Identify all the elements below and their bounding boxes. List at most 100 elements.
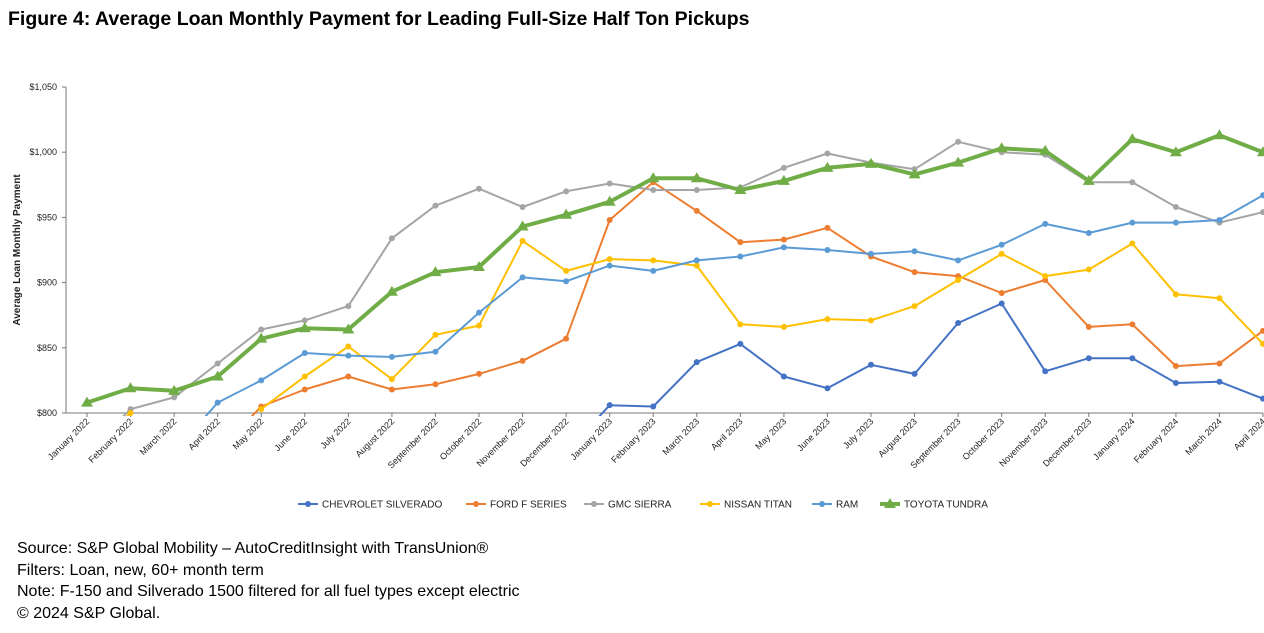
data-point — [1257, 146, 1264, 157]
x-tick-label: January 2023 — [568, 416, 614, 462]
x-tick-label: October 2023 — [960, 416, 1006, 462]
data-point — [298, 322, 311, 333]
data-point — [737, 340, 744, 347]
source-note: Source: S&P Global Mobility – AutoCredit… — [17, 540, 489, 557]
footnote: Note: F-150 and Silverado 1500 filtered … — [17, 583, 520, 600]
copyright-note: © 2024 S&P Global. — [17, 604, 161, 622]
data-point — [606, 262, 613, 269]
data-point — [693, 262, 700, 269]
data-point — [214, 399, 221, 406]
data-point — [476, 309, 482, 316]
data-point — [606, 402, 613, 409]
data-point — [693, 359, 700, 366]
legend-item: NISSAN TITAN — [700, 500, 792, 511]
x-tick-label: January 2024 — [1091, 416, 1137, 462]
data-point — [1216, 378, 1223, 385]
data-point — [432, 202, 439, 209]
data-point — [171, 394, 178, 401]
x-tick-label: April 2024 — [1232, 416, 1264, 452]
data-point — [345, 343, 352, 350]
data-point — [1085, 230, 1092, 237]
data-point — [690, 172, 703, 183]
data-point — [1172, 291, 1179, 298]
y-tick-label: $1,000 — [29, 147, 57, 157]
data-point — [388, 386, 395, 393]
series-line — [250, 181, 1264, 416]
data-point — [647, 172, 660, 183]
data-point — [1172, 219, 1179, 226]
data-point — [1042, 220, 1049, 227]
x-tick-label: February 2022 — [86, 416, 134, 464]
legend-label: FORD F SERIES — [490, 500, 567, 511]
data-point — [868, 361, 874, 368]
data-point — [955, 276, 962, 283]
series-line — [122, 140, 1264, 416]
legend-label: CHEVROLET SILVERADO — [322, 500, 442, 511]
data-point — [865, 157, 877, 168]
data-point — [780, 323, 787, 330]
data-point — [868, 317, 874, 324]
data-point — [385, 285, 398, 296]
legend-label: NISSAN TITAN — [724, 500, 792, 511]
x-tick-label: March 2024 — [1183, 416, 1224, 457]
filters-note: Filters: Loan, new, 60+ month term — [17, 561, 264, 579]
data-point — [388, 376, 395, 383]
x-tick-label: May 2023 — [753, 416, 788, 451]
series-line — [86, 133, 1264, 405]
data-point — [606, 217, 613, 224]
data-point — [432, 381, 439, 388]
legend-marker — [473, 501, 479, 507]
series-line — [204, 194, 1264, 416]
y-tick-label: $850 — [37, 343, 57, 353]
x-tick-label: June 2023 — [795, 416, 832, 453]
data-point — [301, 386, 308, 393]
data-point — [1260, 395, 1264, 402]
data-point — [255, 332, 268, 343]
series-ram — [204, 192, 1264, 416]
legend-marker — [707, 501, 713, 507]
legend-marker — [591, 501, 597, 507]
data-point — [955, 257, 962, 264]
y-tick-label: $950 — [37, 212, 57, 222]
data-point — [560, 208, 573, 219]
data-point — [519, 274, 526, 281]
data-point — [693, 257, 700, 264]
legend-item: GMC SIERRA — [584, 500, 672, 511]
data-point — [911, 269, 918, 276]
data-point — [998, 290, 1005, 297]
data-point — [955, 138, 962, 145]
data-point — [432, 331, 439, 338]
data-point — [519, 237, 526, 244]
data-point — [563, 188, 570, 195]
data-point — [824, 385, 831, 392]
data-point — [1129, 219, 1136, 226]
data-point — [606, 256, 613, 263]
data-point — [1085, 323, 1092, 330]
data-point — [998, 241, 1005, 248]
data-point — [301, 373, 308, 380]
data-point — [1126, 133, 1139, 144]
data-point — [81, 396, 93, 407]
legend-item: RAM — [812, 500, 858, 511]
y-tick-label: $900 — [37, 278, 57, 288]
data-point — [301, 317, 308, 324]
data-point — [1039, 144, 1052, 155]
data-point — [473, 260, 485, 271]
data-point — [911, 248, 918, 255]
data-point — [955, 320, 962, 327]
legend-marker — [819, 501, 825, 507]
data-point — [476, 370, 482, 377]
data-point — [998, 250, 1005, 257]
series-toyota-tundra — [81, 129, 1264, 407]
data-point — [345, 303, 352, 310]
series-ford-f-series — [250, 179, 1264, 416]
data-point — [1172, 363, 1179, 370]
legend-label: TOYOTA TUNDRA — [904, 500, 988, 511]
data-point — [995, 142, 1008, 153]
x-tick-label: March 2022 — [138, 416, 179, 457]
legend-marker — [305, 501, 311, 507]
data-point — [432, 348, 439, 355]
chart-notes: Source: S&P Global Mobility – AutoCredit… — [17, 538, 520, 624]
data-point — [124, 382, 137, 393]
data-point — [1129, 355, 1136, 362]
